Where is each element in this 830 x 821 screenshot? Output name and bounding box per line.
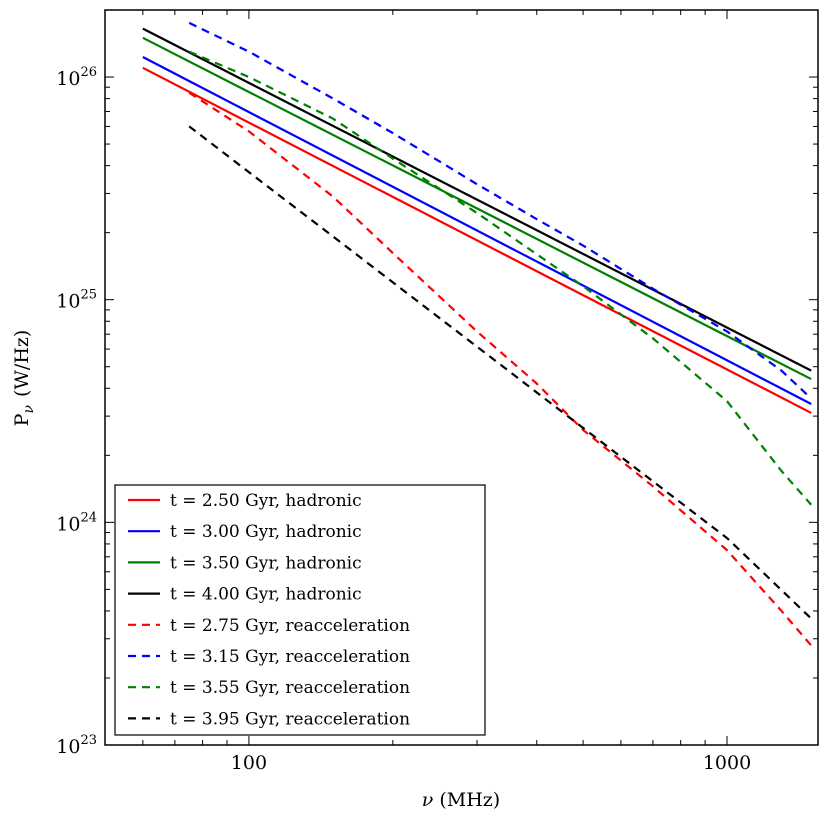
y-axis-subscript: ν xyxy=(21,405,37,414)
y-tick-exponent: 23 xyxy=(80,733,97,748)
y-tick-label: 1024 xyxy=(56,510,97,535)
legend-label-4: t = 4.00 Gyr, hadronic xyxy=(170,585,362,605)
x-axis-unit: (MHz) xyxy=(439,789,500,811)
legend-label-7: t = 3.55 Gyr, reacceleration xyxy=(170,678,410,698)
y-tick-base: 10 xyxy=(56,513,80,535)
legend-label-2: t = 3.00 Gyr, hadronic xyxy=(170,522,362,542)
legend-label-8: t = 3.95 Gyr, reacceleration xyxy=(170,709,410,729)
x-axis-label: ν (MHz) xyxy=(422,789,500,811)
series-line-1 xyxy=(142,66,812,414)
y-tick-base: 10 xyxy=(56,736,80,758)
plot-frame xyxy=(104,9,819,746)
x-axis-symbol: ν xyxy=(422,789,434,811)
y-tick-label: 1026 xyxy=(56,65,97,90)
y-tick-base: 10 xyxy=(56,68,80,90)
y-tick-exponent: 25 xyxy=(80,288,97,303)
series-line-7 xyxy=(188,50,813,506)
legend-label-1: t = 2.50 Gyr, hadronic xyxy=(170,491,362,511)
x-tick-label: 1000 xyxy=(703,752,751,774)
legend: t = 2.50 Gyr, hadronic t = 3.00 Gyr, hadr… xyxy=(114,484,486,736)
legend-label-6: t = 3.15 Gyr, reacceleration xyxy=(170,647,410,667)
y-tick-label: 1025 xyxy=(56,288,97,313)
y-axis-label: Pν (W/Hz) xyxy=(11,330,37,427)
series-line-6 xyxy=(188,21,812,400)
y-tick-base: 10 xyxy=(56,291,80,313)
series-line-2 xyxy=(142,56,812,405)
series-line-3 xyxy=(142,36,812,381)
series-line-5 xyxy=(188,91,813,647)
y-tick-exponent: 24 xyxy=(80,510,97,525)
y-axis-symbol: P xyxy=(11,413,33,426)
legend-label-3: t = 3.50 Gyr, hadronic xyxy=(170,553,362,573)
y-axis-unit: (W/Hz) xyxy=(11,330,33,397)
y-tick-exponent: 26 xyxy=(80,65,97,80)
legend-label-5: t = 2.75 Gyr, reacceleration xyxy=(170,616,410,636)
x-tick-label: 100 xyxy=(231,752,267,774)
series-line-8 xyxy=(188,125,812,620)
series-line-4 xyxy=(142,27,812,372)
y-tick-label: 1023 xyxy=(56,733,97,758)
series-layer xyxy=(142,21,813,647)
legend-box xyxy=(114,484,486,736)
